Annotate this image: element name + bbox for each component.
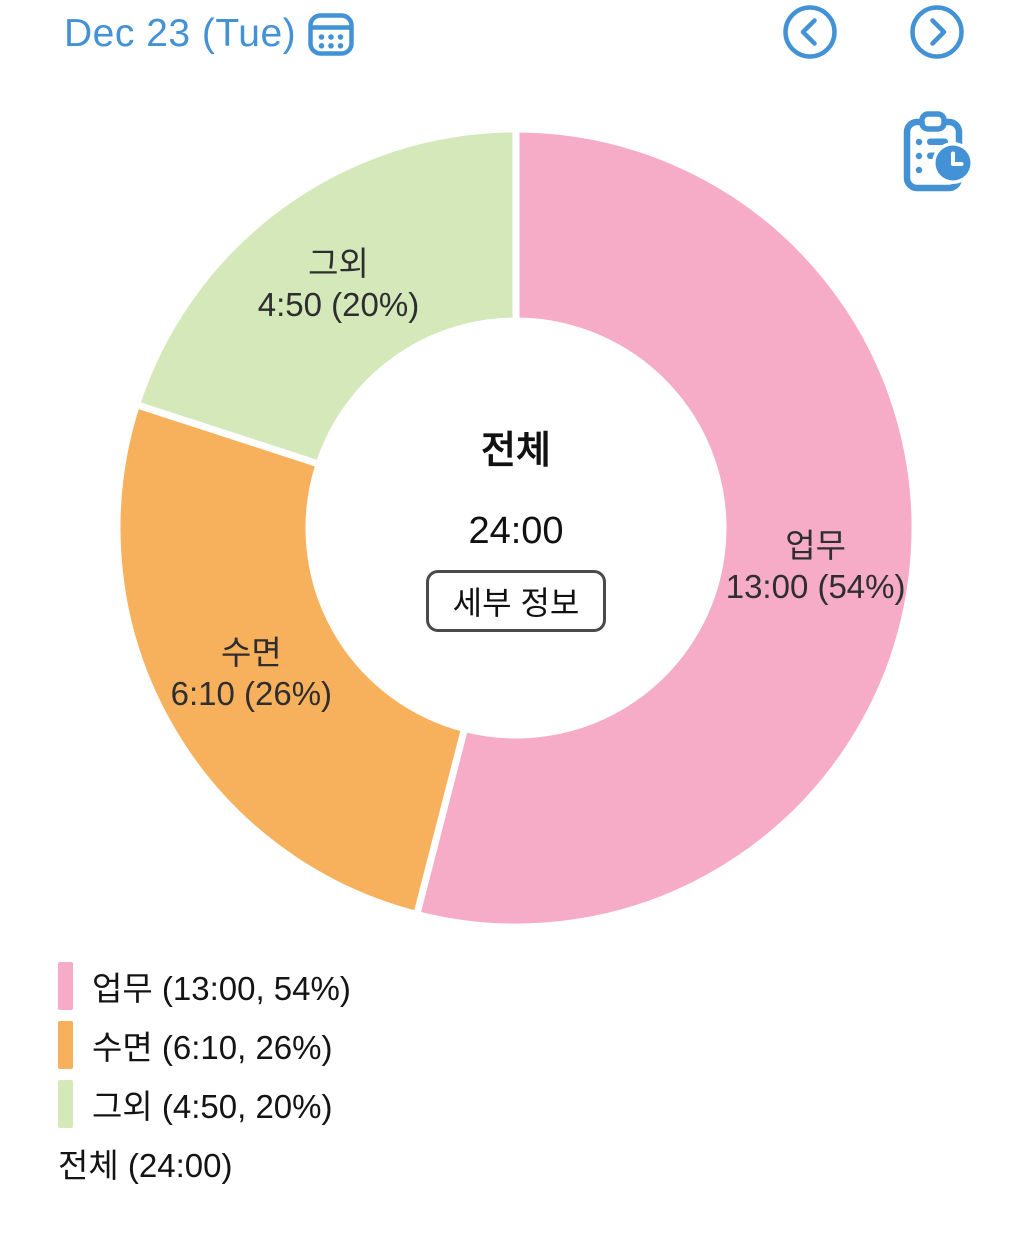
legend-item-work: 업무 (13:00, 54%) xyxy=(58,962,351,1010)
donut-segment-2[interactable] xyxy=(132,125,520,469)
legend-swatch-other xyxy=(58,1080,73,1128)
donut-center: 전체 24:00 세부 정보 xyxy=(316,430,716,632)
calendar-button[interactable] xyxy=(306,9,356,59)
prev-day-button[interactable] xyxy=(782,4,838,60)
chevron-right-circle-icon xyxy=(909,5,965,63)
center-total-time: 24:00 xyxy=(468,510,564,552)
clipboard-clock-icon xyxy=(898,111,980,203)
legend-swatch-work xyxy=(58,962,73,1010)
calendar-icon xyxy=(306,13,356,62)
date-label: Dec 23 (Tue) xyxy=(64,12,297,55)
time-report-button[interactable] xyxy=(898,110,980,200)
details-button[interactable]: 세부 정보 xyxy=(426,570,606,632)
legend-item-sleep: 수면 (6:10, 26%) xyxy=(58,1021,332,1069)
legend-item-other: 그외 (4:50, 20%) xyxy=(58,1080,332,1128)
next-day-button[interactable] xyxy=(909,4,965,60)
center-total-title: 전체 xyxy=(481,430,551,472)
donut-segment-1[interactable] xyxy=(113,400,469,919)
legend-label-sleep: 수면 (6:10, 26%) xyxy=(92,1029,333,1066)
legend-item-total: 전체 (24:00) xyxy=(58,1139,232,1187)
donut-segment-0[interactable] xyxy=(412,125,919,931)
chevron-left-circle-icon xyxy=(782,5,838,63)
legend-label-work: 업무 (13:00, 54%) xyxy=(92,970,351,1007)
legend-label-other: 그외 (4:50, 20%) xyxy=(92,1088,333,1125)
legend-label-total: 전체 (24:00) xyxy=(58,1147,233,1184)
legend-swatch-sleep xyxy=(58,1021,73,1069)
